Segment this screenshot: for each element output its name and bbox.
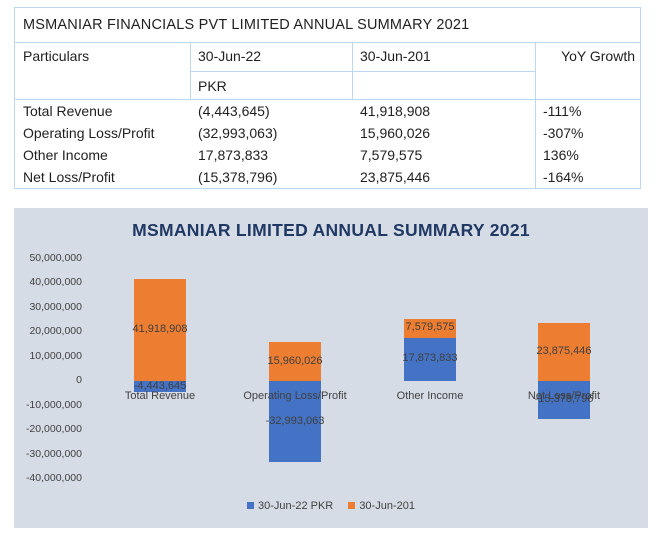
legend-item-2022: 30-Jun-22 PKR: [247, 500, 333, 512]
x-category-label: Other Income: [396, 390, 464, 403]
header-currency: PKR: [198, 78, 227, 94]
y-tick-label: 50,000,000: [29, 252, 82, 264]
chart-title: MSMANIAR LIMITED ANNUAL SUMMARY 2021: [132, 220, 530, 240]
table-title: MSMANIAR FINANCIALS PVT LIMITED ANNUAL S…: [15, 8, 640, 43]
row-value-2021: 41,918,908: [360, 103, 431, 119]
legend-item-2021: 30-Jun-201: [348, 500, 415, 512]
row-value-2022: 17,873,833: [198, 147, 269, 163]
data-label: 7,579,575: [405, 321, 455, 334]
summary-table: MSMANIAR FINANCIALS PVT LIMITED ANNUAL S…: [14, 7, 641, 189]
y-tick-label: -30,000,000: [25, 447, 82, 460]
y-tick-label: 10,000,000: [29, 349, 82, 362]
row-label: Net Loss/Profit: [23, 169, 115, 185]
header-col-2022: 30-Jun-22: [198, 48, 262, 64]
y-tick-label: -20,000,000: [25, 423, 82, 436]
row-value-2022: (4,443,645): [198, 103, 270, 119]
row-value-2021: 15,960,026: [360, 125, 431, 141]
row-value-2021: 7,579,575: [360, 147, 423, 163]
bar-2021: [269, 342, 321, 382]
bar-2021: [134, 278, 186, 382]
row-growth: -111%: [543, 103, 582, 119]
row-label: Operating Loss/Profit: [23, 125, 155, 141]
row-growth: 136%: [543, 147, 579, 163]
header-particulars: Particulars: [23, 48, 90, 64]
data-label: 23,875,446: [536, 345, 592, 358]
row-label: Total Revenue: [23, 103, 113, 119]
data-label: -32,993,063: [265, 414, 325, 427]
y-tick-label: -40,000,000: [25, 472, 82, 484]
legend-label: 30-Jun-201: [359, 500, 415, 512]
header-subdivider: [190, 71, 536, 72]
x-category-label: Total Revenue: [124, 390, 196, 403]
y-tick-label: -10,000,000: [25, 398, 82, 411]
data-label: 41,918,908: [132, 322, 188, 335]
header-divider: [15, 99, 640, 100]
bar-2022: [134, 381, 186, 393]
legend-swatch: [247, 502, 255, 509]
data-label: -4,443,645: [133, 379, 187, 392]
header-col-2021: 30-Jun-201: [360, 48, 431, 64]
row-growth: -164%: [543, 169, 584, 185]
stacked-bar-chart: MSMANIAR LIMITED ANNUAL SUMMARY 2021 30-…: [14, 208, 648, 528]
row-value-2022: (32,993,063): [198, 125, 278, 141]
bar-2022: [538, 381, 590, 419]
row-value-2021: 23,875,446: [360, 169, 431, 185]
col-divider: [535, 43, 536, 189]
y-tick-label: 30,000,000: [29, 300, 82, 313]
y-tick-label: 20,000,000: [29, 325, 82, 338]
x-category-label: Net Loss/Profit: [527, 390, 601, 403]
y-tick-label: 40,000,000: [29, 276, 82, 289]
legend-label: 30-Jun-22 PKR: [258, 500, 334, 512]
legend-swatch: [348, 502, 356, 509]
bar-2022: [404, 337, 456, 382]
y-tick-label: 0: [76, 374, 82, 387]
data-label: 15,960,026: [267, 354, 323, 367]
header-yoy-growth: YoY Growth: [561, 48, 635, 64]
bar-2021: [538, 322, 590, 382]
row-growth: -307%: [543, 125, 584, 141]
row-label: Other Income: [23, 147, 108, 163]
data-label: 17,873,833: [402, 352, 458, 365]
bar-2021: [404, 319, 456, 338]
row-value-2022: (15,378,796): [198, 169, 278, 185]
chart-legend: 30-Jun-22 PKR 30-Jun-201: [14, 500, 648, 512]
bar-2022: [269, 381, 321, 462]
data-label: -15,378,796: [534, 393, 594, 406]
x-category-label: Operating Loss/Profit: [243, 390, 347, 403]
